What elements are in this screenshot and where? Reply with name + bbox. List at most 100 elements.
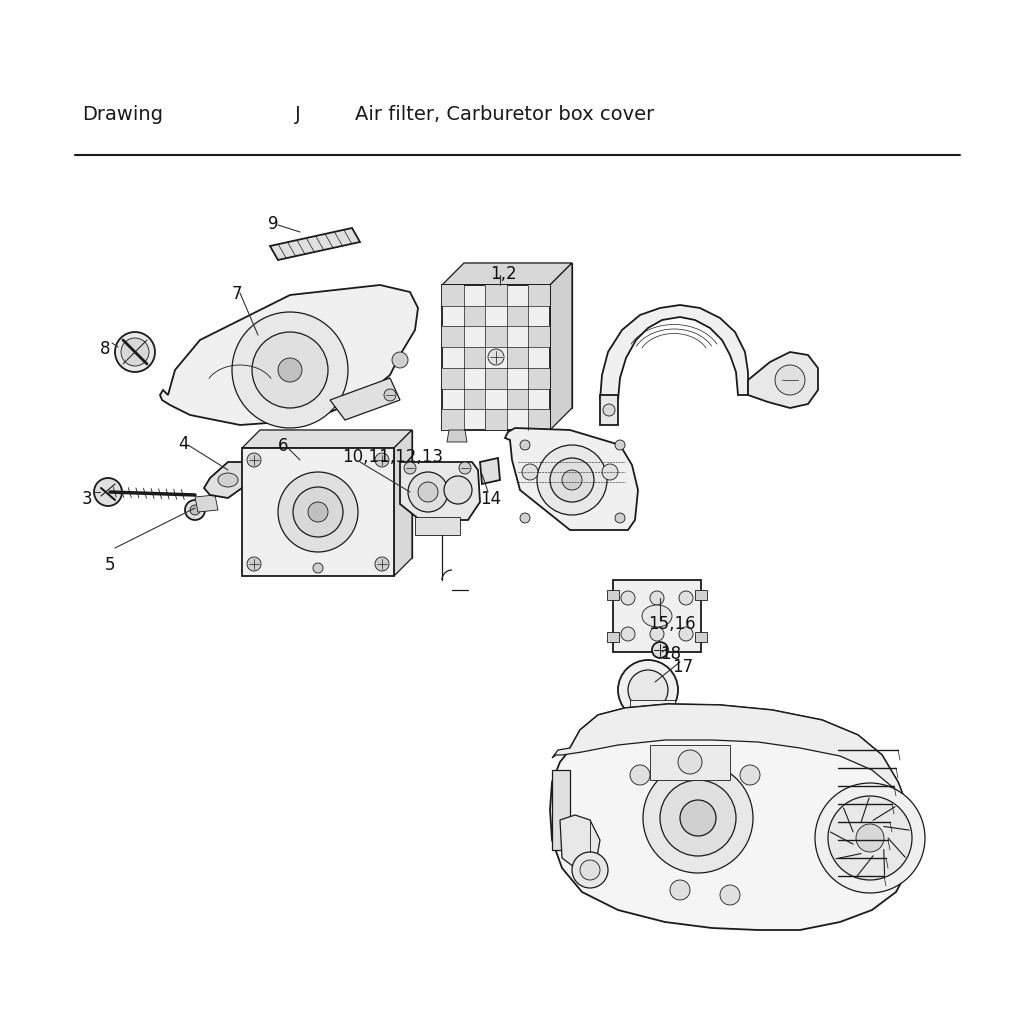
Circle shape — [652, 642, 668, 658]
Text: Air filter, Carburetor box cover: Air filter, Carburetor box cover — [355, 105, 654, 125]
Bar — [442, 368, 464, 388]
Bar — [485, 368, 507, 388]
Polygon shape — [550, 263, 572, 430]
Ellipse shape — [218, 473, 238, 487]
Circle shape — [252, 332, 328, 408]
Circle shape — [660, 780, 736, 856]
Circle shape — [856, 824, 884, 852]
Circle shape — [550, 458, 594, 502]
Circle shape — [630, 765, 650, 785]
Circle shape — [562, 470, 582, 490]
Polygon shape — [195, 495, 218, 512]
Circle shape — [375, 557, 389, 571]
Circle shape — [679, 591, 693, 605]
Circle shape — [444, 476, 472, 504]
Text: J: J — [295, 105, 301, 125]
Text: Drawing: Drawing — [82, 105, 163, 125]
Bar — [528, 410, 550, 430]
Text: 18: 18 — [660, 645, 681, 663]
Circle shape — [679, 627, 693, 641]
Text: 17: 17 — [672, 658, 693, 676]
Circle shape — [650, 591, 664, 605]
Circle shape — [520, 440, 530, 450]
Polygon shape — [560, 815, 600, 870]
Circle shape — [408, 472, 449, 512]
Text: 3: 3 — [82, 490, 92, 508]
Polygon shape — [260, 430, 412, 558]
Circle shape — [384, 389, 396, 401]
Text: 7: 7 — [232, 285, 243, 303]
Bar — [464, 388, 485, 410]
Circle shape — [602, 464, 618, 480]
Polygon shape — [600, 395, 618, 425]
Bar — [650, 745, 730, 780]
Circle shape — [522, 464, 538, 480]
Bar — [695, 632, 707, 642]
Circle shape — [603, 404, 615, 416]
Bar — [464, 347, 485, 368]
Circle shape — [615, 440, 625, 450]
Bar — [242, 449, 394, 575]
Circle shape — [185, 500, 205, 520]
Text: 10,11,12,13: 10,11,12,13 — [342, 449, 443, 466]
Text: 1,2: 1,2 — [490, 265, 517, 283]
Circle shape — [828, 796, 912, 880]
Bar — [528, 368, 550, 388]
Circle shape — [670, 880, 690, 900]
Polygon shape — [242, 430, 412, 449]
Bar — [613, 580, 701, 652]
Polygon shape — [394, 430, 412, 575]
Circle shape — [278, 358, 302, 382]
Polygon shape — [550, 705, 912, 930]
Circle shape — [815, 783, 925, 893]
Circle shape — [247, 557, 261, 571]
Circle shape — [650, 627, 664, 641]
Bar — [464, 306, 485, 327]
Bar — [442, 285, 550, 430]
Circle shape — [680, 800, 716, 836]
Text: 6: 6 — [278, 437, 289, 455]
Text: 8: 8 — [100, 340, 111, 358]
Bar — [528, 327, 550, 347]
Circle shape — [628, 670, 668, 710]
Circle shape — [740, 765, 760, 785]
Circle shape — [537, 445, 607, 515]
Bar — [507, 388, 528, 410]
Text: 4: 4 — [178, 435, 188, 453]
Circle shape — [94, 478, 122, 506]
Circle shape — [308, 502, 328, 522]
Circle shape — [580, 860, 600, 880]
Circle shape — [247, 453, 261, 467]
Bar — [607, 590, 618, 600]
Circle shape — [459, 462, 471, 474]
Polygon shape — [600, 305, 748, 400]
Circle shape — [278, 472, 358, 552]
Bar — [552, 770, 570, 850]
Bar — [630, 700, 675, 732]
Circle shape — [392, 352, 408, 368]
Circle shape — [615, 513, 625, 523]
Bar — [528, 285, 550, 306]
Polygon shape — [442, 263, 572, 285]
Polygon shape — [748, 352, 818, 408]
Circle shape — [190, 505, 200, 515]
Polygon shape — [447, 430, 467, 442]
Circle shape — [293, 487, 343, 537]
Circle shape — [121, 338, 150, 366]
Circle shape — [775, 365, 805, 395]
Text: 15,16: 15,16 — [648, 615, 695, 633]
Circle shape — [418, 482, 438, 502]
Polygon shape — [525, 430, 545, 442]
Polygon shape — [270, 228, 360, 260]
Polygon shape — [204, 462, 248, 498]
Circle shape — [488, 349, 504, 365]
Circle shape — [678, 750, 702, 774]
Bar — [485, 327, 507, 347]
Bar — [485, 285, 507, 306]
Polygon shape — [400, 462, 480, 520]
Circle shape — [643, 763, 753, 873]
Bar — [415, 517, 460, 535]
Circle shape — [621, 591, 635, 605]
Circle shape — [572, 852, 608, 888]
Polygon shape — [552, 705, 908, 808]
